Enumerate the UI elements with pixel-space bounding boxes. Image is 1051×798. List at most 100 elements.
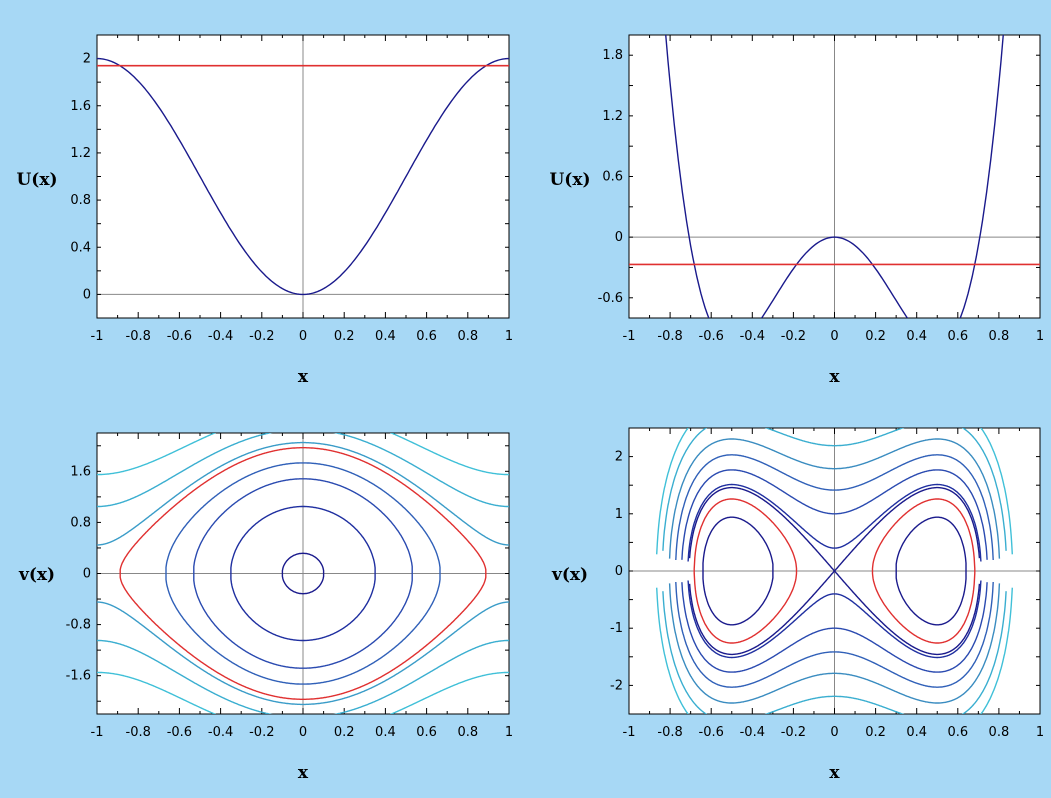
- phase-orbit: [97, 433, 509, 508]
- phase-orbit: [230, 505, 376, 642]
- x-tick-label: 0.2: [865, 725, 886, 740]
- phase-orbit: [687, 483, 982, 562]
- x-tick-label: -0.8: [126, 725, 151, 740]
- phase-orbit: [97, 441, 509, 546]
- x-tick-label: -1: [623, 329, 636, 344]
- y-tick-label: 0: [615, 564, 623, 579]
- phase-orbit: [193, 478, 413, 669]
- x-tick-label: 0.8: [989, 329, 1010, 344]
- phase-orbit: [662, 591, 1007, 714]
- phase-orbit: [97, 433, 509, 476]
- x-tick-label: 0.6: [416, 329, 437, 344]
- phase-orbit: [895, 516, 967, 626]
- x-tick-label: 0.6: [947, 725, 968, 740]
- y-tick-label: -0.6: [598, 291, 623, 306]
- x-tick-label: -0.6: [167, 329, 192, 344]
- y-tick-label: -0.8: [66, 618, 91, 633]
- phase-orbit: [871, 498, 976, 644]
- y-tick-label: 0.6: [602, 170, 623, 185]
- y-axis-label: U(x): [549, 170, 590, 190]
- x-tick-label: -0.8: [657, 725, 682, 740]
- x-tick-label: -0.6: [167, 725, 192, 740]
- x-tick-label: -0.8: [657, 329, 682, 344]
- y-tick-label: 1: [615, 507, 623, 522]
- x-tick-label: -0.4: [740, 329, 765, 344]
- x-tick-label: 0.2: [334, 329, 355, 344]
- y-axis-label: v(x): [551, 565, 588, 585]
- chart-panel-bottom-right: -1 -0.8 -0.6 -0.4 -0.2 0 0.2 0.4 0.6 0.8 1 -2 -1 0 1 2 x…: [551, 427, 1044, 783]
- phase-orbit: [281, 552, 325, 595]
- x-tick-label: -0.2: [249, 725, 274, 740]
- x-tick-label: 1: [1036, 725, 1044, 740]
- x-tick-label: 0.6: [947, 329, 968, 344]
- x-tick-label: 0: [830, 329, 838, 344]
- phase-orbit: [681, 469, 988, 560]
- x-tick-label: -0.8: [126, 329, 151, 344]
- x-tick-label: 0.8: [457, 725, 478, 740]
- x-tick-label: -0.2: [249, 329, 274, 344]
- x-tick-label: -1: [91, 725, 104, 740]
- x-tick-label: -0.6: [699, 329, 724, 344]
- phase-orbit: [119, 447, 487, 700]
- phase-orbit: [687, 580, 982, 659]
- y-tick-label: 0.8: [70, 515, 91, 530]
- x-tick-label: -0.4: [208, 329, 233, 344]
- x-tick-label: 0.4: [375, 329, 396, 344]
- y-axis-label: v(x): [18, 565, 55, 585]
- potential-curve: [665, 35, 1004, 318]
- x-axis-label: x: [829, 367, 840, 387]
- x-tick-label: 1: [505, 329, 513, 344]
- phase-orbit: [675, 581, 994, 688]
- x-tick-label: -0.4: [208, 725, 233, 740]
- x-tick-label: 0.2: [334, 725, 355, 740]
- x-tick-label: 0.8: [989, 725, 1010, 740]
- phase-orbit: [165, 462, 441, 685]
- x-tick-label: 0.6: [416, 725, 437, 740]
- x-axis-label: x: [298, 367, 309, 387]
- x-axis-label: x: [298, 763, 309, 783]
- x-tick-label: 0: [830, 725, 838, 740]
- y-tick-label: 0.8: [70, 193, 91, 208]
- phase-orbit: [675, 454, 994, 561]
- phase-orbit: [97, 639, 509, 714]
- chart-panel-bottom-left: -1 -0.8 -0.6 -0.4 -0.2 0 0.2 0.4 0.6 0.8 1 -1.6 -0.8…: [18, 432, 513, 783]
- y-tick-label: 0: [83, 287, 91, 302]
- phase-orbit: [681, 582, 988, 673]
- y-tick-label: 2: [615, 450, 623, 465]
- y-tick-label: 1.2: [70, 146, 91, 161]
- y-tick-label: -1.6: [66, 669, 91, 684]
- y-tick-label: 0: [83, 567, 91, 582]
- phase-orbit: [688, 569, 981, 656]
- x-axis-label: x: [829, 763, 840, 783]
- chart-panel-top-right: -1 -0.8 -0.6 -0.4 -0.2 0 0.2 0.4 0.6 0.8 1 -0.6 0 0.6…: [549, 34, 1044, 387]
- x-tick-label: 1: [1036, 329, 1044, 344]
- x-tick-label: -0.4: [740, 725, 765, 740]
- x-tick-label: 0.4: [375, 725, 396, 740]
- y-tick-label: 0.4: [70, 240, 91, 255]
- x-tick-label: -1: [623, 725, 636, 740]
- x-tick-label: 0.8: [457, 329, 478, 344]
- x-tick-label: -0.6: [699, 725, 724, 740]
- phase-orbit: [662, 428, 1007, 551]
- y-tick-label: -2: [610, 678, 623, 693]
- x-tick-label: 0.4: [906, 725, 927, 740]
- y-tick-label: 1.2: [602, 109, 623, 124]
- x-tick-label: -0.2: [781, 329, 806, 344]
- x-tick-label: 0.4: [906, 329, 927, 344]
- phase-orbit: [693, 498, 798, 644]
- y-tick-label: -1: [610, 621, 623, 636]
- x-tick-label: 0.2: [865, 329, 886, 344]
- y-tick-label: 1.8: [602, 48, 623, 63]
- x-tick-label: 1: [505, 725, 513, 740]
- y-tick-label: 0: [615, 230, 623, 245]
- phase-orbit: [668, 438, 1001, 559]
- y-tick-label: 1.6: [70, 99, 91, 114]
- phase-orbit: [97, 601, 509, 706]
- potential-curve: [97, 57, 509, 296]
- x-tick-label: -1: [91, 329, 104, 344]
- chart-panel-top-left: -1 -0.8 -0.6 -0.4 -0.2 0 0.2 0.4 0.6 0.8 1 0 0.4 0.8 1…: [16, 34, 513, 387]
- y-tick-label: 1.6: [70, 464, 91, 479]
- phase-orbit: [97, 671, 509, 714]
- phase-orbit: [702, 516, 774, 626]
